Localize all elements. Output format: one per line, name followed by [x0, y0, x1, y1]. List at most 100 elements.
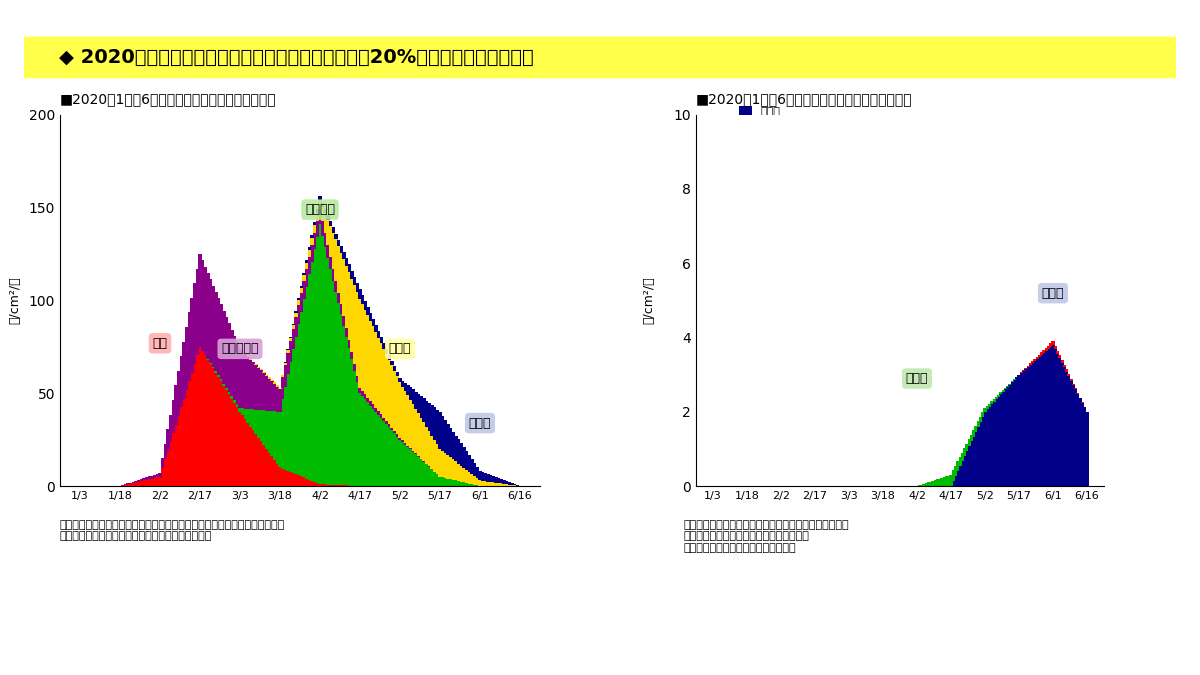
- Bar: [340, 246, 343, 252]
- Bar: [230, 329, 234, 396]
- Bar: [283, 387, 287, 470]
- Bar: [326, 245, 330, 258]
- Bar: [1033, 360, 1037, 486]
- Bar: [313, 482, 317, 486]
- Bar: [246, 357, 250, 409]
- Bar: [1067, 376, 1070, 486]
- Bar: [254, 410, 258, 434]
- Bar: [1067, 374, 1070, 376]
- Bar: [368, 406, 372, 486]
- Bar: [454, 462, 458, 481]
- Bar: [310, 262, 313, 481]
- Bar: [454, 481, 458, 486]
- Bar: [262, 410, 265, 446]
- Bar: [974, 431, 978, 486]
- Bar: [289, 337, 293, 338]
- Bar: [358, 393, 362, 486]
- Bar: [422, 398, 426, 422]
- Bar: [954, 476, 958, 486]
- Bar: [320, 221, 324, 236]
- Bar: [427, 431, 431, 466]
- Bar: [337, 240, 341, 246]
- Bar: [508, 482, 511, 485]
- Bar: [944, 477, 948, 486]
- Bar: [499, 479, 503, 483]
- Bar: [257, 367, 260, 368]
- Bar: [1013, 379, 1016, 486]
- Bar: [334, 234, 338, 240]
- Bar: [970, 435, 973, 441]
- Bar: [270, 411, 274, 456]
- Bar: [326, 220, 330, 245]
- Bar: [196, 269, 199, 356]
- Bar: [988, 407, 991, 486]
- Bar: [324, 213, 328, 233]
- Bar: [329, 269, 332, 485]
- Bar: [484, 481, 487, 486]
- Bar: [252, 409, 256, 431]
- Bar: [185, 390, 188, 486]
- Bar: [943, 477, 946, 486]
- Bar: [1046, 349, 1050, 486]
- Bar: [126, 484, 130, 486]
- Bar: [134, 482, 138, 486]
- Bar: [342, 325, 346, 485]
- Text: カバノキ科: カバノキ科: [221, 342, 259, 355]
- Bar: [252, 362, 256, 409]
- Bar: [259, 410, 263, 441]
- Bar: [1031, 361, 1034, 362]
- Bar: [985, 406, 989, 409]
- Bar: [126, 483, 130, 484]
- Bar: [307, 248, 311, 250]
- Bar: [486, 474, 490, 481]
- Bar: [172, 433, 175, 486]
- Bar: [379, 418, 383, 486]
- Bar: [982, 412, 984, 416]
- Bar: [1063, 367, 1066, 486]
- Bar: [414, 409, 418, 454]
- Bar: [1038, 357, 1040, 486]
- Bar: [409, 400, 413, 448]
- Bar: [300, 294, 304, 312]
- Bar: [374, 412, 378, 486]
- Bar: [433, 407, 437, 440]
- Bar: [979, 422, 982, 486]
- Bar: [396, 437, 400, 486]
- Bar: [176, 371, 180, 416]
- Bar: [492, 482, 496, 486]
- Bar: [390, 431, 394, 486]
- Bar: [158, 473, 162, 477]
- Bar: [1051, 342, 1055, 345]
- Bar: [241, 408, 245, 415]
- Bar: [148, 477, 151, 479]
- Bar: [1040, 352, 1043, 355]
- Bar: [464, 483, 468, 486]
- Bar: [224, 390, 228, 486]
- Bar: [364, 394, 367, 400]
- Bar: [385, 348, 389, 354]
- Bar: [1018, 375, 1020, 486]
- Bar: [494, 483, 498, 486]
- Bar: [276, 385, 280, 387]
- Bar: [148, 479, 151, 486]
- Bar: [182, 399, 186, 486]
- Bar: [233, 336, 236, 400]
- Bar: [190, 373, 194, 486]
- Bar: [366, 398, 370, 402]
- Legend: マツ科, スギ, ヒノキ科, カバノキ科, ブナ科: マツ科, スギ, ヒノキ科, カバノキ科, ブナ科: [734, 102, 798, 187]
- Bar: [422, 461, 426, 462]
- Text: イネ科（カモガヤ属、ナガハグサ、スズメノテッポウ）
キク科（ヨモギ属、ブタクサ属、その他）
タデ科（スイバ、ギシギシ、その他）: イネ科（カモガヤ属、ナガハグサ、スズメノテッポウ） キク科（ヨモギ属、ブタクサ属…: [684, 520, 850, 553]
- Bar: [142, 478, 146, 481]
- Bar: [956, 462, 959, 471]
- Bar: [233, 403, 236, 486]
- Bar: [440, 477, 444, 486]
- Bar: [1058, 358, 1061, 486]
- Bar: [228, 323, 232, 392]
- Bar: [412, 452, 415, 486]
- Bar: [1010, 381, 1014, 382]
- Bar: [974, 426, 978, 431]
- Bar: [508, 485, 511, 486]
- Bar: [412, 451, 415, 452]
- Bar: [478, 471, 481, 481]
- Bar: [1056, 350, 1060, 354]
